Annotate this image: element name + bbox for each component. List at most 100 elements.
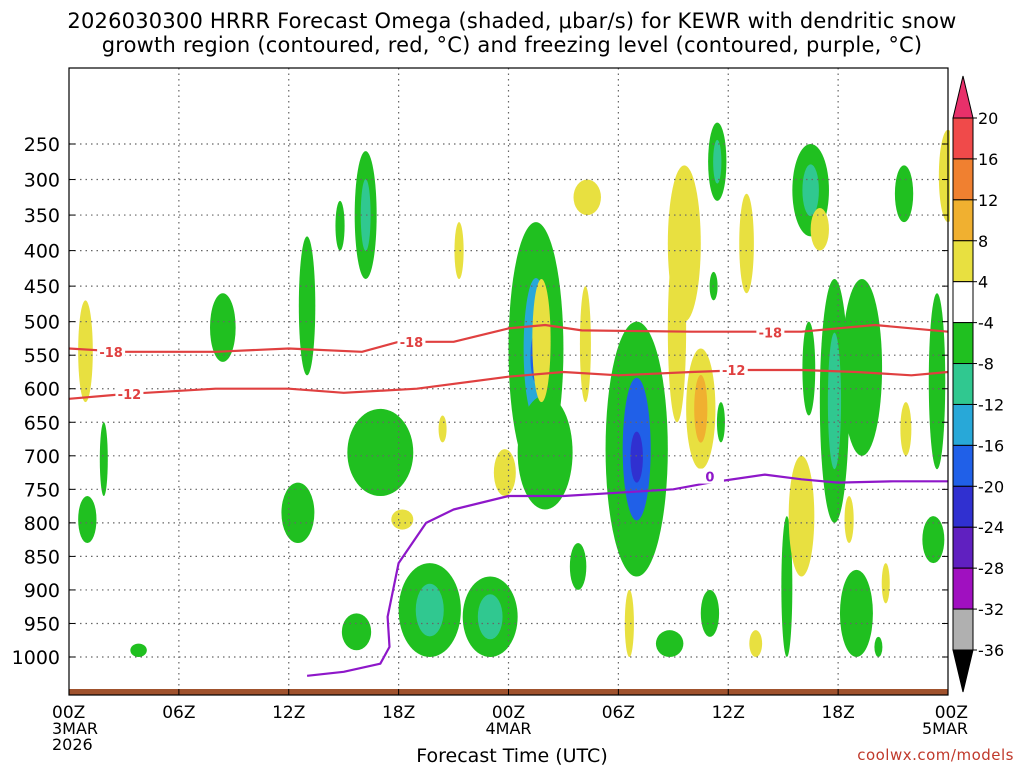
- omega-core-29: [713, 139, 722, 184]
- omega-cell-34: [749, 630, 763, 657]
- contour-label-4: -12: [722, 364, 746, 379]
- omega-cell-42: [810, 207, 829, 251]
- x-tick-label-0-1: 3MAR: [52, 719, 98, 738]
- contour-label-1: -18: [400, 336, 424, 351]
- contour-line-1: [69, 368, 949, 400]
- x-axis-label: Forecast Time (UTC): [416, 745, 608, 767]
- omega-cell-11: [391, 509, 414, 530]
- omega-cell-32: [700, 589, 720, 637]
- x-tick-label-6-0: 12Z: [712, 703, 745, 723]
- omega-core-9: [360, 179, 371, 251]
- y-tick-label-400: 400: [24, 241, 60, 263]
- y-tick-label-350: 350: [24, 205, 60, 227]
- colorbar-label-11: -28: [978, 559, 1004, 578]
- contour-label-bg-2: [756, 324, 785, 340]
- contour-label-5: 0: [705, 471, 714, 486]
- omega-cell-27: [667, 236, 687, 423]
- omega-cell-24: [624, 589, 634, 657]
- omega-cell-40: [841, 279, 883, 456]
- omega-cell-7: [335, 200, 345, 251]
- y-tick-label-550: 550: [24, 345, 60, 367]
- omega-core-15: [477, 594, 503, 640]
- contour-label-bg-0: [97, 343, 126, 359]
- omega-cell-5: [281, 482, 315, 543]
- omega-cell-50: [874, 636, 883, 657]
- colorbar: 20 16 12 8 4 -4 -8 -12 -16 -20 -24 -28 -32 -36: [952, 75, 1004, 693]
- colorbar-seg-7: [952, 363, 974, 405]
- chart-title-line2: growth region (contoured, red, °C) and f…: [101, 33, 923, 57]
- colorbar-seg-8: [952, 403, 974, 446]
- colorbar-seg-10: [952, 485, 974, 528]
- colorbar-label-13: -36: [978, 641, 1004, 660]
- colorbar-seg-3: [952, 199, 974, 242]
- credit-text[interactable]: coolwx.com/models: [857, 746, 1014, 764]
- y-tick-label-650: 650: [24, 412, 60, 434]
- omega-core-28: [694, 375, 708, 443]
- omega-cell-6: [298, 236, 316, 376]
- omega-cell-45: [900, 402, 912, 456]
- colorbar-seg-6: [952, 322, 974, 365]
- omega-cell-43: [844, 496, 854, 543]
- colorbar-label-3: 8: [978, 232, 988, 251]
- chart-title-line1: 2026030300 HRRR Forecast Omega (shaded, …: [67, 9, 957, 33]
- contour-label-bg-5: [695, 468, 724, 484]
- y-tick-label-450: 450: [24, 276, 60, 298]
- colorbar-label-5: -4: [978, 314, 994, 333]
- x-tick-label-0-0: 00Z: [52, 703, 85, 723]
- omega-cell-14: [438, 415, 447, 443]
- y-tick-label-800: 800: [24, 513, 60, 535]
- omega-cell-49: [881, 563, 890, 604]
- omega-cell-21: [573, 179, 601, 216]
- colorbar-label-8: -16: [978, 436, 1004, 455]
- x-tick-label-0-2: 2026: [52, 735, 93, 754]
- y-tick-label-300: 300: [24, 170, 60, 192]
- y-tick-label-750: 750: [24, 479, 60, 501]
- colorbar-seg-2: [952, 158, 974, 201]
- omega-cell-41: [839, 569, 873, 657]
- omega-cell-8: [341, 613, 372, 651]
- y-tick-label-950: 950: [24, 613, 60, 635]
- y-tick-label-700: 700: [24, 446, 60, 468]
- omega-cell-46: [928, 293, 946, 470]
- omega-cell-25: [655, 630, 684, 657]
- x-tick-label-8-0: 00Z: [935, 703, 968, 723]
- omega-cell-33: [739, 193, 754, 294]
- colorbar-seg-11: [952, 526, 974, 569]
- x-tick-label-5-0: 06Z: [602, 703, 635, 723]
- omega-cell-44: [894, 165, 914, 223]
- y-tick-label-1000: 1000: [12, 647, 60, 669]
- omega-cell-48: [922, 516, 945, 564]
- grid-lines: [69, 68, 948, 695]
- colorbar-label-12: -32: [978, 600, 1004, 619]
- colorbar-bottom-arrow: [952, 649, 974, 693]
- colorbar-seg-12: [952, 567, 974, 610]
- omega-cell-22: [579, 286, 591, 403]
- omega-peak-23: [630, 431, 643, 483]
- x-tick-label-3-0: 18Z: [382, 703, 415, 723]
- omega-cell-3: [130, 643, 147, 657]
- y-tick-label-250: 250: [24, 134, 60, 156]
- omega-cell-18: [517, 395, 573, 510]
- omega-cell-19: [532, 279, 551, 403]
- contour-label-3: -12: [118, 388, 142, 403]
- contour-labels: -18 -18 -18 -12 -12 0: [97, 324, 785, 486]
- colorbar-seg-5: [952, 281, 974, 324]
- colorbar-label-0: 20: [978, 109, 998, 128]
- x-tick-label-1-0: 06Z: [162, 703, 195, 723]
- omega-cell-0: [78, 300, 93, 403]
- x-tick-label-7-0: 18Z: [821, 703, 854, 723]
- colorbar-label-4: 4: [978, 273, 988, 292]
- omega-cell-38: [788, 455, 815, 577]
- omega-cell-4: [210, 293, 236, 362]
- contour-label-bg-3: [115, 386, 144, 402]
- colorbar-label-6: -8: [978, 355, 994, 374]
- omega-cell-37: [802, 321, 816, 416]
- omega-core-12: [415, 583, 444, 637]
- omega-cell-2: [99, 422, 108, 497]
- colorbar-seg-9: [952, 444, 974, 487]
- omega-core-36: [802, 164, 819, 217]
- omega-cell-1: [78, 496, 97, 543]
- colorbar-seg-13: [952, 608, 974, 651]
- omega-cell-10: [347, 408, 414, 497]
